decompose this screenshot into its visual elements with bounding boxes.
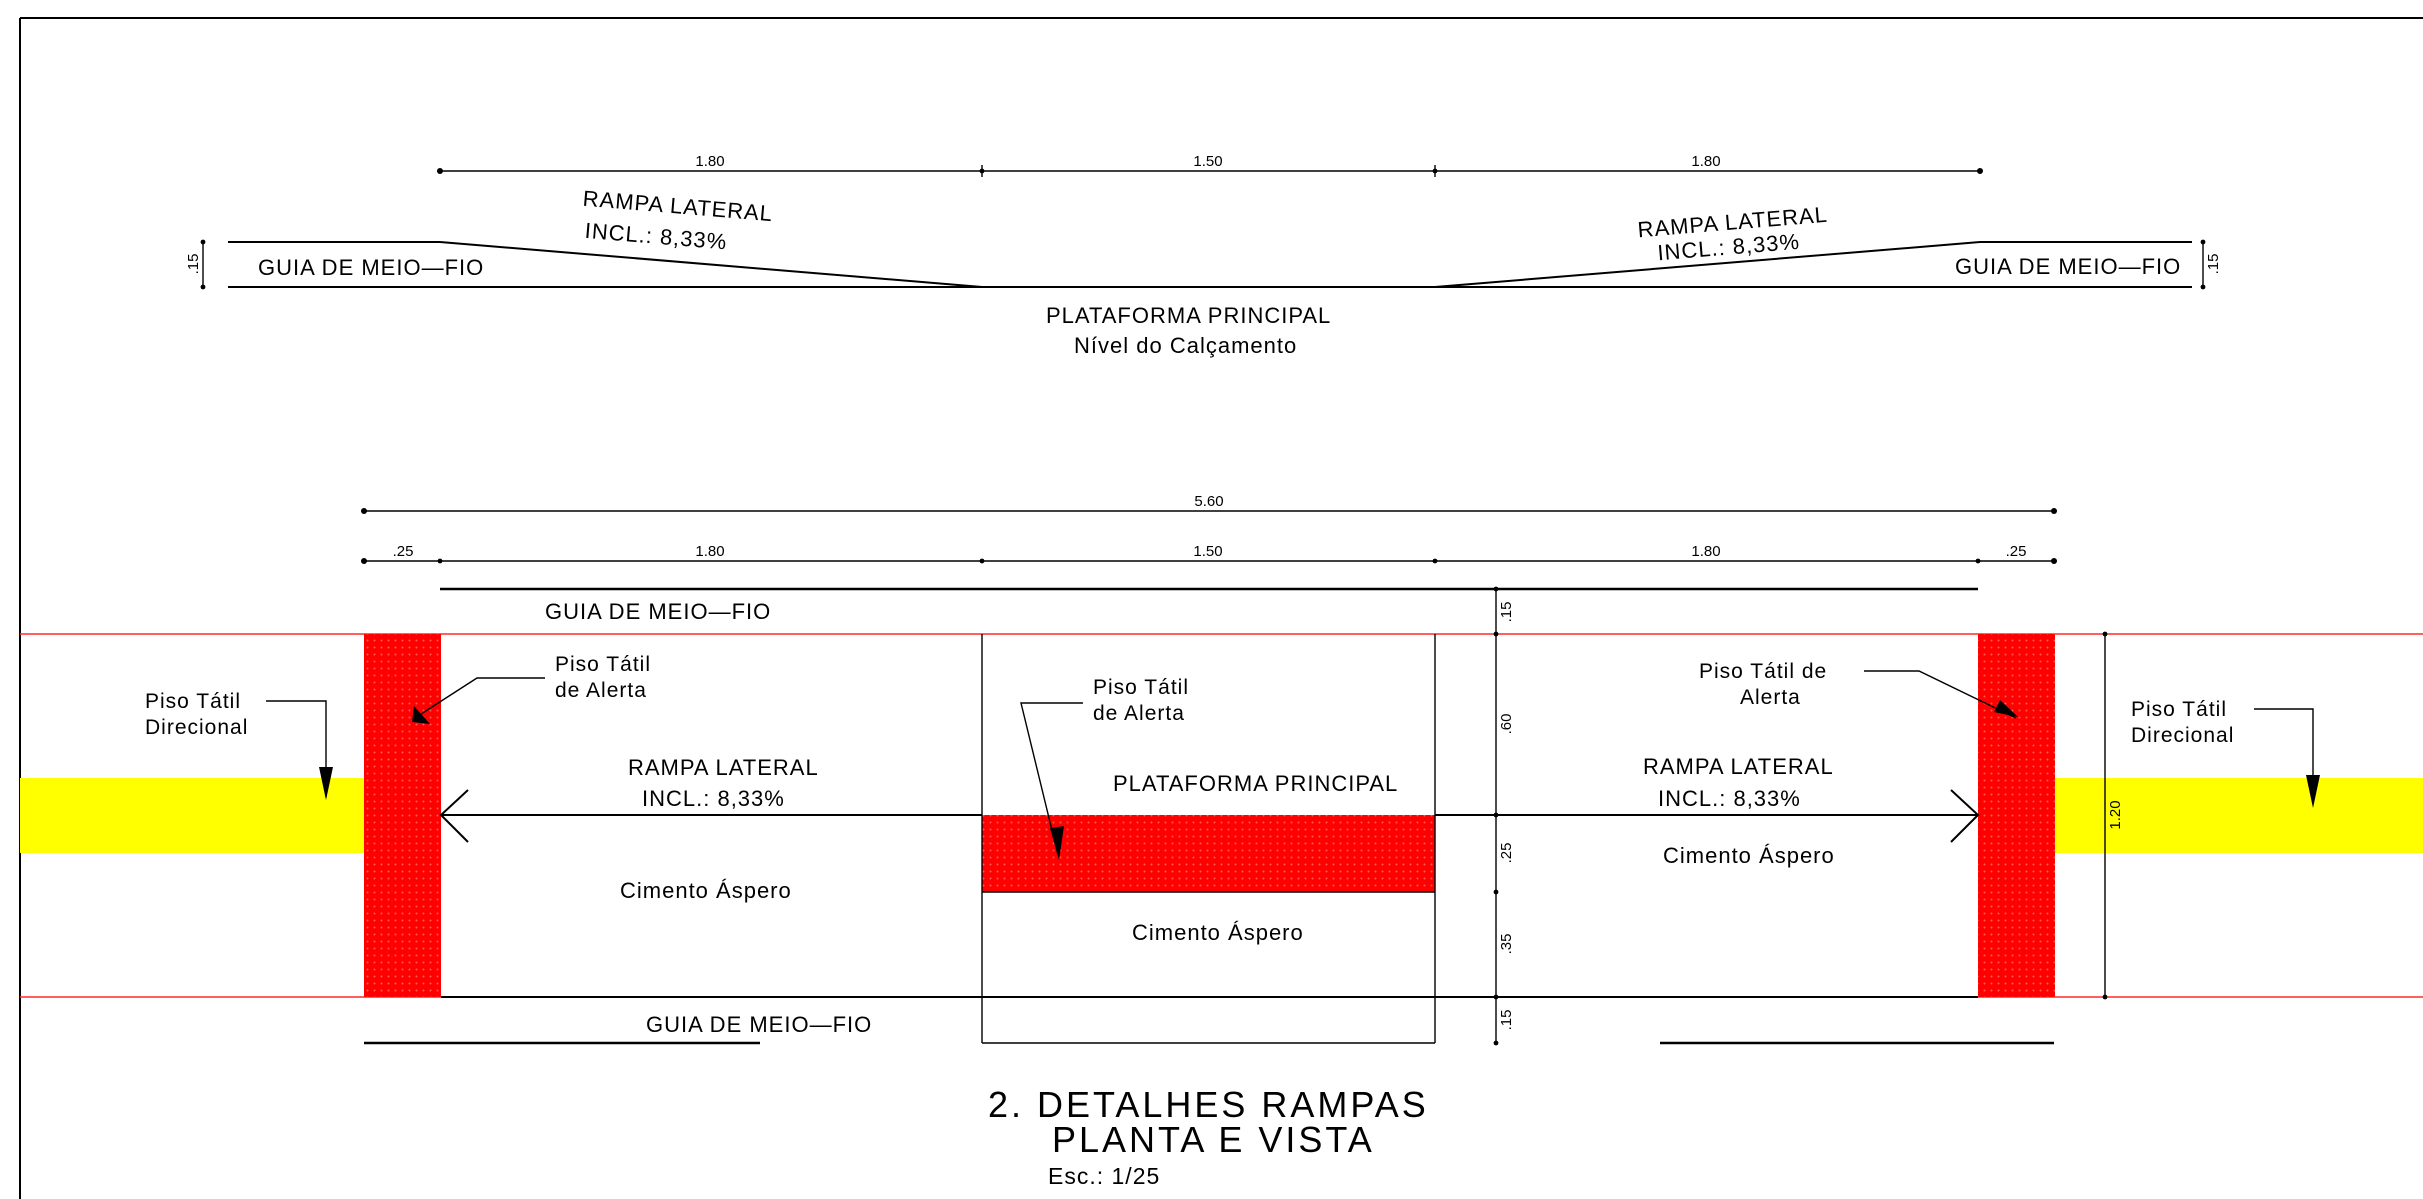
elevation-view: 1.80 1.50 1.80 .15 .15 RAMPA LATERAL INC…: [185, 153, 2222, 358]
elev-dim-1: 1.80: [695, 153, 724, 170]
platform-outline: [441, 634, 1978, 1044]
plan-vertical-dims: [1493, 586, 1499, 1046]
surface-right: Cimento Áspero: [1663, 843, 1835, 868]
drawing-scale: Esc.: 1/25: [1048, 1163, 1160, 1189]
vdim-4: .35: [1498, 934, 1515, 955]
plan-dim-3: 1.50: [1193, 543, 1222, 560]
vdim-3: .25: [1498, 843, 1515, 864]
vdim-2: .60: [1498, 714, 1515, 735]
alert-tile-left: [364, 634, 441, 997]
plan-view: 5.60 .25 1.80 1.50 1.80 .25 GUIA DE MEIO…: [20, 493, 2423, 1046]
leader-directional-right: [2254, 708, 2320, 808]
elev-height-dim-left: [200, 239, 206, 290]
plan-width-value: 1.20: [2107, 800, 2124, 829]
plan-dim-2: 1.80: [695, 543, 724, 560]
alert-tile-right: [1978, 634, 2055, 997]
alert-tile-center: [982, 815, 1435, 892]
plan-dim-1: .25: [393, 543, 414, 560]
plan-curb-top: GUIA DE MEIO—FIO: [545, 599, 771, 624]
elev-platform-sub: Nível do Calçamento: [1074, 333, 1297, 358]
elev-dim-2: 1.50: [1193, 153, 1222, 170]
plan-dim-4: 1.80: [1691, 543, 1720, 560]
directional-tile-right: [2054, 778, 2423, 853]
elev-height-right: .15: [2205, 254, 2222, 275]
sheet-border: [19, 17, 2423, 1199]
directional-tile-left: [20, 778, 364, 853]
leader-alert-right: [1864, 670, 2018, 719]
leader-directional-left: [266, 700, 333, 800]
leader-alert-center: [1020, 702, 1083, 860]
plan-overall-dim: 5.60: [1194, 493, 1223, 510]
drawing-title-block: 2. DETALHES RAMPAS PLANTA E VISTA Esc.: …: [988, 1084, 1429, 1189]
plan-ramp-right-incl: INCL.: 8,33%: [1658, 786, 1801, 811]
elev-height-left: .15: [185, 254, 202, 275]
vdim-5: .15: [1498, 1010, 1515, 1031]
plan-platform-label: PLATAFORMA PRINCIPAL: [1113, 771, 1398, 796]
elev-dim-3: 1.80: [1691, 153, 1720, 170]
elev-ramp-left-incl: INCL.: 8,33%: [584, 218, 728, 255]
surface-center: Cimento Áspero: [1132, 920, 1304, 945]
alert-center-line1: Piso Tátil: [1093, 676, 1189, 699]
alert-right-line1: Piso Tátil de: [1699, 660, 1827, 683]
tactile-dir-right-line2: Direcional: [2131, 724, 2234, 747]
alert-right-line2: Alerta: [1740, 686, 1801, 709]
elev-curb-right: GUIA DE MEIO—FIO: [1955, 254, 2181, 279]
ramp-arrow-right: [1435, 789, 1980, 843]
plan-dimension-chain: [360, 557, 2058, 565]
elevation-dimension-line: [436, 165, 1984, 177]
plan-width-dim: [2102, 631, 2108, 1000]
elev-height-dim-right: [2200, 239, 2206, 290]
drawing-title: 2. DETALHES RAMPAS: [988, 1084, 1429, 1125]
drawing-subtitle: PLANTA E VISTA: [1052, 1119, 1375, 1160]
vdim-1: .15: [1498, 602, 1515, 623]
ramp-arrow-left: [439, 789, 982, 843]
surface-left: Cimento Áspero: [620, 878, 792, 903]
plan-curb-bottom: GUIA DE MEIO—FIO: [646, 1012, 872, 1037]
alert-center-line2: de Alerta: [1093, 702, 1185, 725]
elev-curb-left: GUIA DE MEIO—FIO: [258, 255, 484, 280]
plan-dim-5: .25: [2006, 543, 2027, 560]
alert-left-line2: de Alerta: [555, 679, 647, 702]
plan-ramp-left-title: RAMPA LATERAL: [628, 755, 819, 780]
leader-alert-left: [412, 677, 545, 724]
plan-ramp-right-title: RAMPA LATERAL: [1643, 754, 1834, 779]
elev-platform-label: PLATAFORMA PRINCIPAL: [1046, 303, 1331, 328]
alert-left-line1: Piso Tátil: [555, 653, 651, 676]
tactile-dir-right-line1: Piso Tátil: [2131, 698, 2227, 721]
tactile-dir-left-line1: Piso Tátil: [145, 690, 241, 713]
tactile-dir-left-line2: Direcional: [145, 716, 248, 739]
elevation-profile: [228, 241, 2192, 288]
plan-ramp-left-incl: INCL.: 8,33%: [642, 786, 785, 811]
